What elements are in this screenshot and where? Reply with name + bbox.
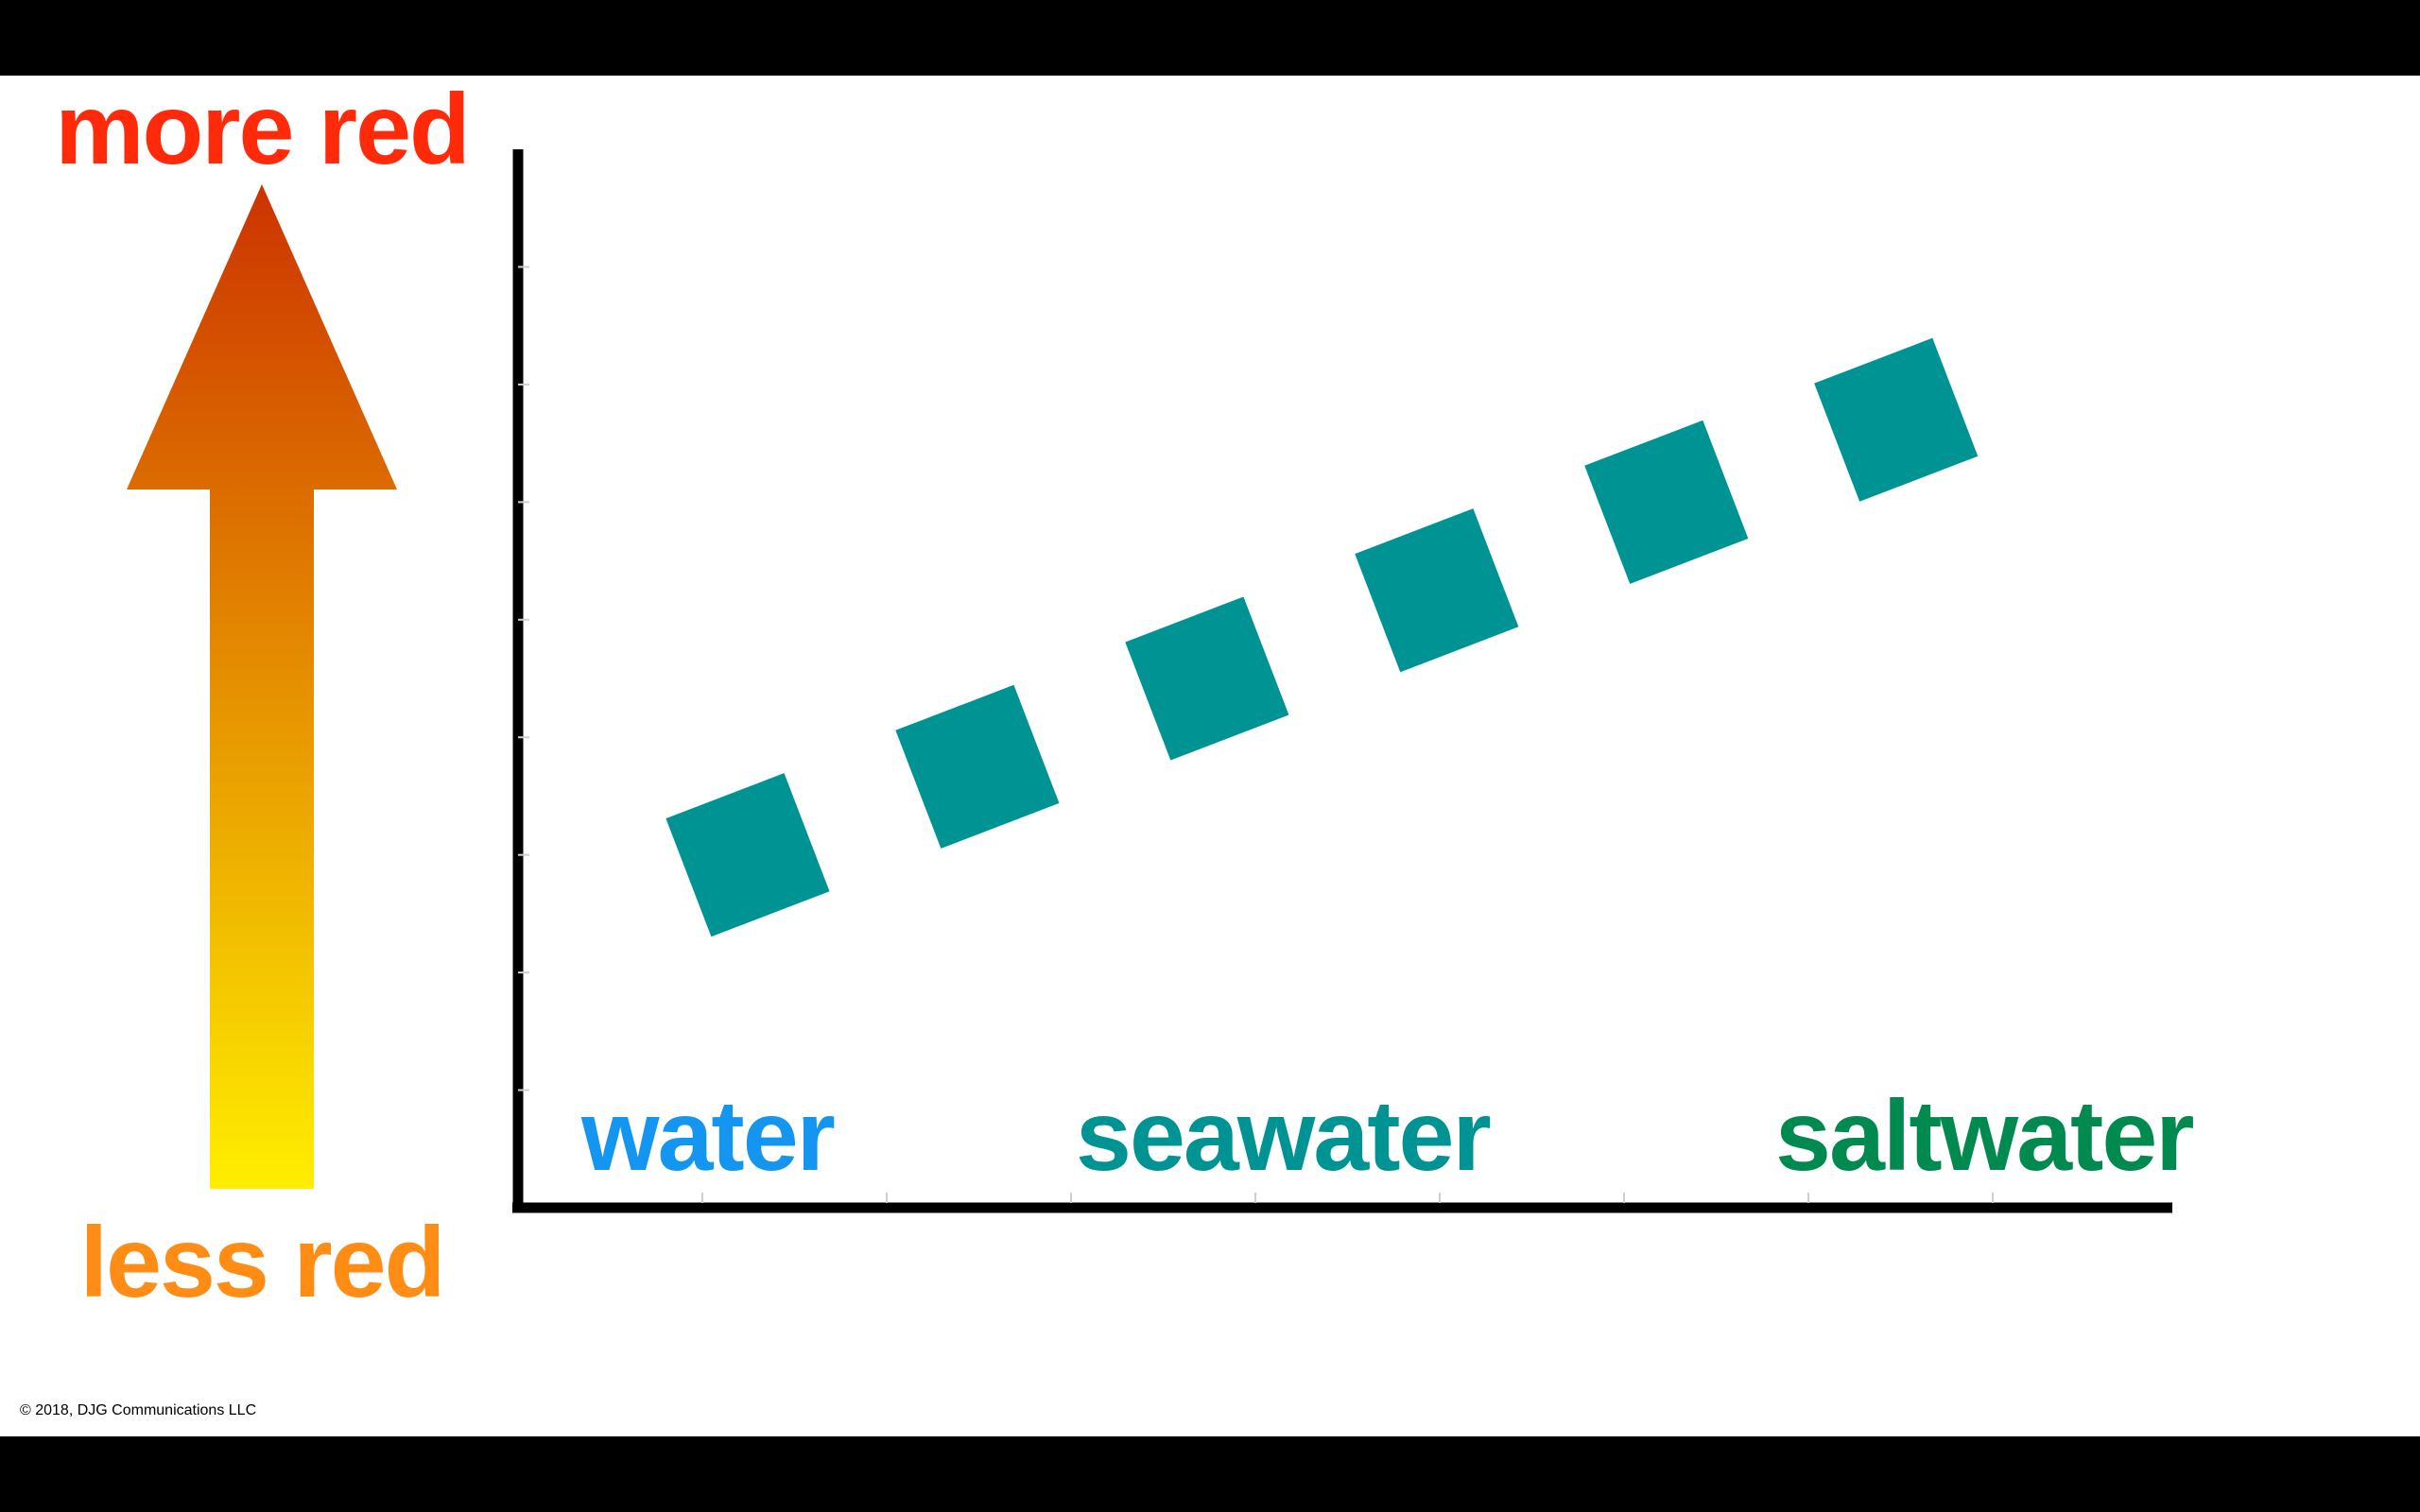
- redness-arrow: [127, 184, 397, 1189]
- category-label-saltwater: saltwater: [1775, 1080, 2193, 1192]
- axis-ticks: [518, 266, 1994, 1203]
- category-labels: water seawater saltwater: [580, 1080, 2195, 1192]
- data-markers: [666, 337, 1979, 937]
- category-label-water: water: [580, 1080, 835, 1192]
- data-point-marker: [1814, 337, 1979, 502]
- data-point-marker: [1125, 596, 1289, 761]
- more-red-label: more red: [55, 74, 469, 185]
- chart-axes: [512, 149, 2172, 1213]
- data-point-marker: [1355, 508, 1519, 673]
- copyright-notice: © 2018, DJG Communications LLC: [20, 1402, 256, 1418]
- letterbox-bottom: [0, 1436, 2420, 1512]
- category-label-seawater: seawater: [1076, 1080, 1491, 1192]
- data-point-marker: [666, 773, 830, 937]
- data-point-marker: [895, 684, 1060, 849]
- data-point-marker: [1584, 420, 1749, 584]
- letterbox-top: [0, 0, 2420, 76]
- less-red-label: less red: [80, 1207, 444, 1318]
